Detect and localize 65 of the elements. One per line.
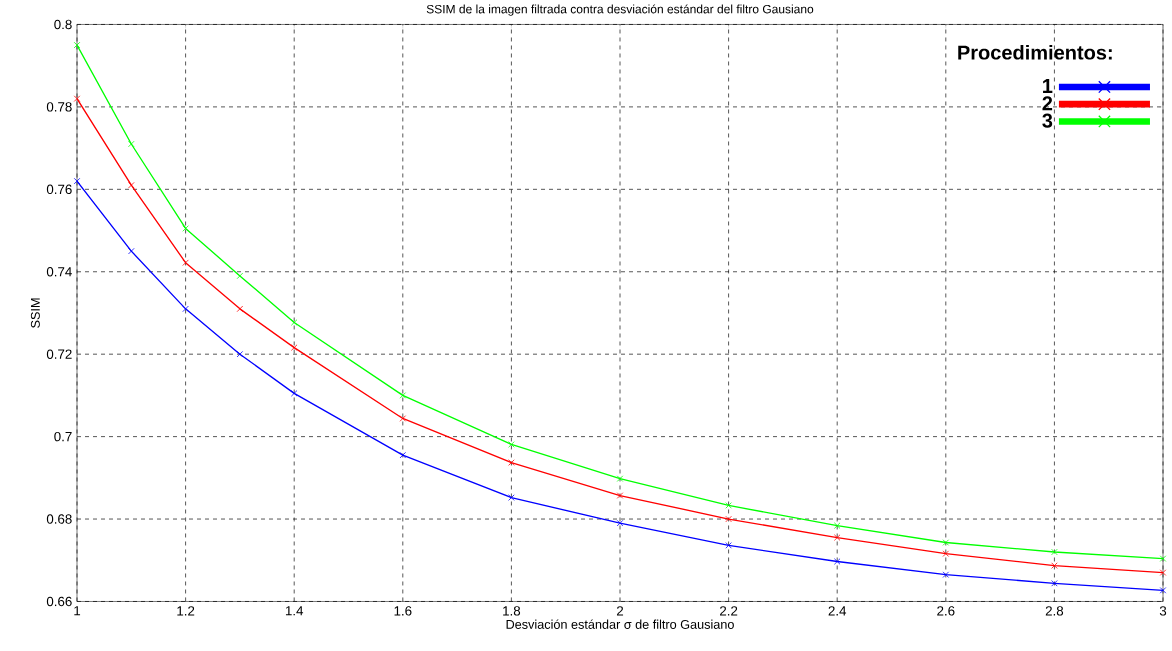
point: [616, 475, 624, 482]
x-tick-label: 3: [1159, 605, 1167, 616]
point: [725, 501, 732, 509]
y-tick-label: 0.72: [46, 349, 72, 359]
y-tick-label: 0.76: [46, 184, 72, 194]
x-tick-label: 1: [74, 605, 81, 616]
point: [942, 539, 950, 546]
y-tick-label: 0.7: [54, 431, 72, 442]
x-tick-label: 1.4: [285, 605, 304, 616]
point: [833, 534, 841, 541]
point: [508, 494, 515, 501]
point: [73, 177, 81, 185]
point: [236, 350, 244, 358]
point: [725, 541, 732, 549]
point: [1051, 562, 1058, 569]
chart-title: SSIM de la imagen filtrada contra desviación estándar del filtro Gausiano: [426, 4, 814, 16]
point: [236, 272, 244, 279]
point: [725, 515, 732, 523]
y-tick-label: 0.66: [46, 596, 72, 606]
legend-label: 1: [1043, 78, 1053, 93]
point: [128, 140, 135, 147]
point: [128, 181, 135, 189]
point: [508, 459, 515, 466]
point: [128, 247, 135, 255]
y-tick-label: 0.74: [46, 266, 72, 277]
y-tick-label: 0.8: [54, 19, 72, 29]
x-tick-label: 1.8: [503, 605, 521, 616]
point: [616, 492, 624, 499]
point: [290, 318, 298, 326]
point: [616, 519, 624, 527]
x-tick-label: 1.2: [177, 605, 195, 616]
y-tick-label: 0.78: [46, 101, 72, 112]
point: [833, 522, 841, 529]
point: [182, 225, 189, 232]
point: [399, 451, 407, 459]
point: [73, 95, 81, 102]
point: [182, 305, 189, 312]
x-tick-label: 2.8: [1045, 605, 1064, 616]
x-tick-label: 1.6: [394, 605, 412, 616]
legend-title: Procedimientos:: [958, 44, 1112, 60]
point: [182, 259, 189, 266]
point: [399, 415, 407, 422]
legend-label: 2: [1042, 95, 1053, 110]
x-tick-label: 2.6: [937, 605, 955, 616]
point: [1159, 555, 1167, 562]
point: [1051, 548, 1058, 555]
legend-label: 3: [1042, 113, 1053, 128]
y-axis-title: SSIM: [30, 298, 40, 328]
x-tick-label: 2.2: [720, 605, 738, 616]
x-tick-label: 2: [616, 605, 624, 616]
y-tick-label: 0.68: [46, 514, 72, 524]
x-tick-label: 2.4: [828, 605, 847, 616]
point: [942, 571, 950, 578]
point: [508, 440, 515, 448]
point: [1159, 569, 1167, 576]
point: [1159, 586, 1167, 594]
point: [399, 391, 407, 399]
point: [1051, 579, 1058, 587]
point: [290, 344, 298, 351]
point: [833, 558, 841, 565]
point: [290, 389, 298, 397]
x-axis-title: Desviación estándar σ de filtro Gausiano: [506, 619, 734, 629]
point: [236, 305, 244, 312]
point: [942, 550, 950, 557]
point: [73, 41, 81, 49]
